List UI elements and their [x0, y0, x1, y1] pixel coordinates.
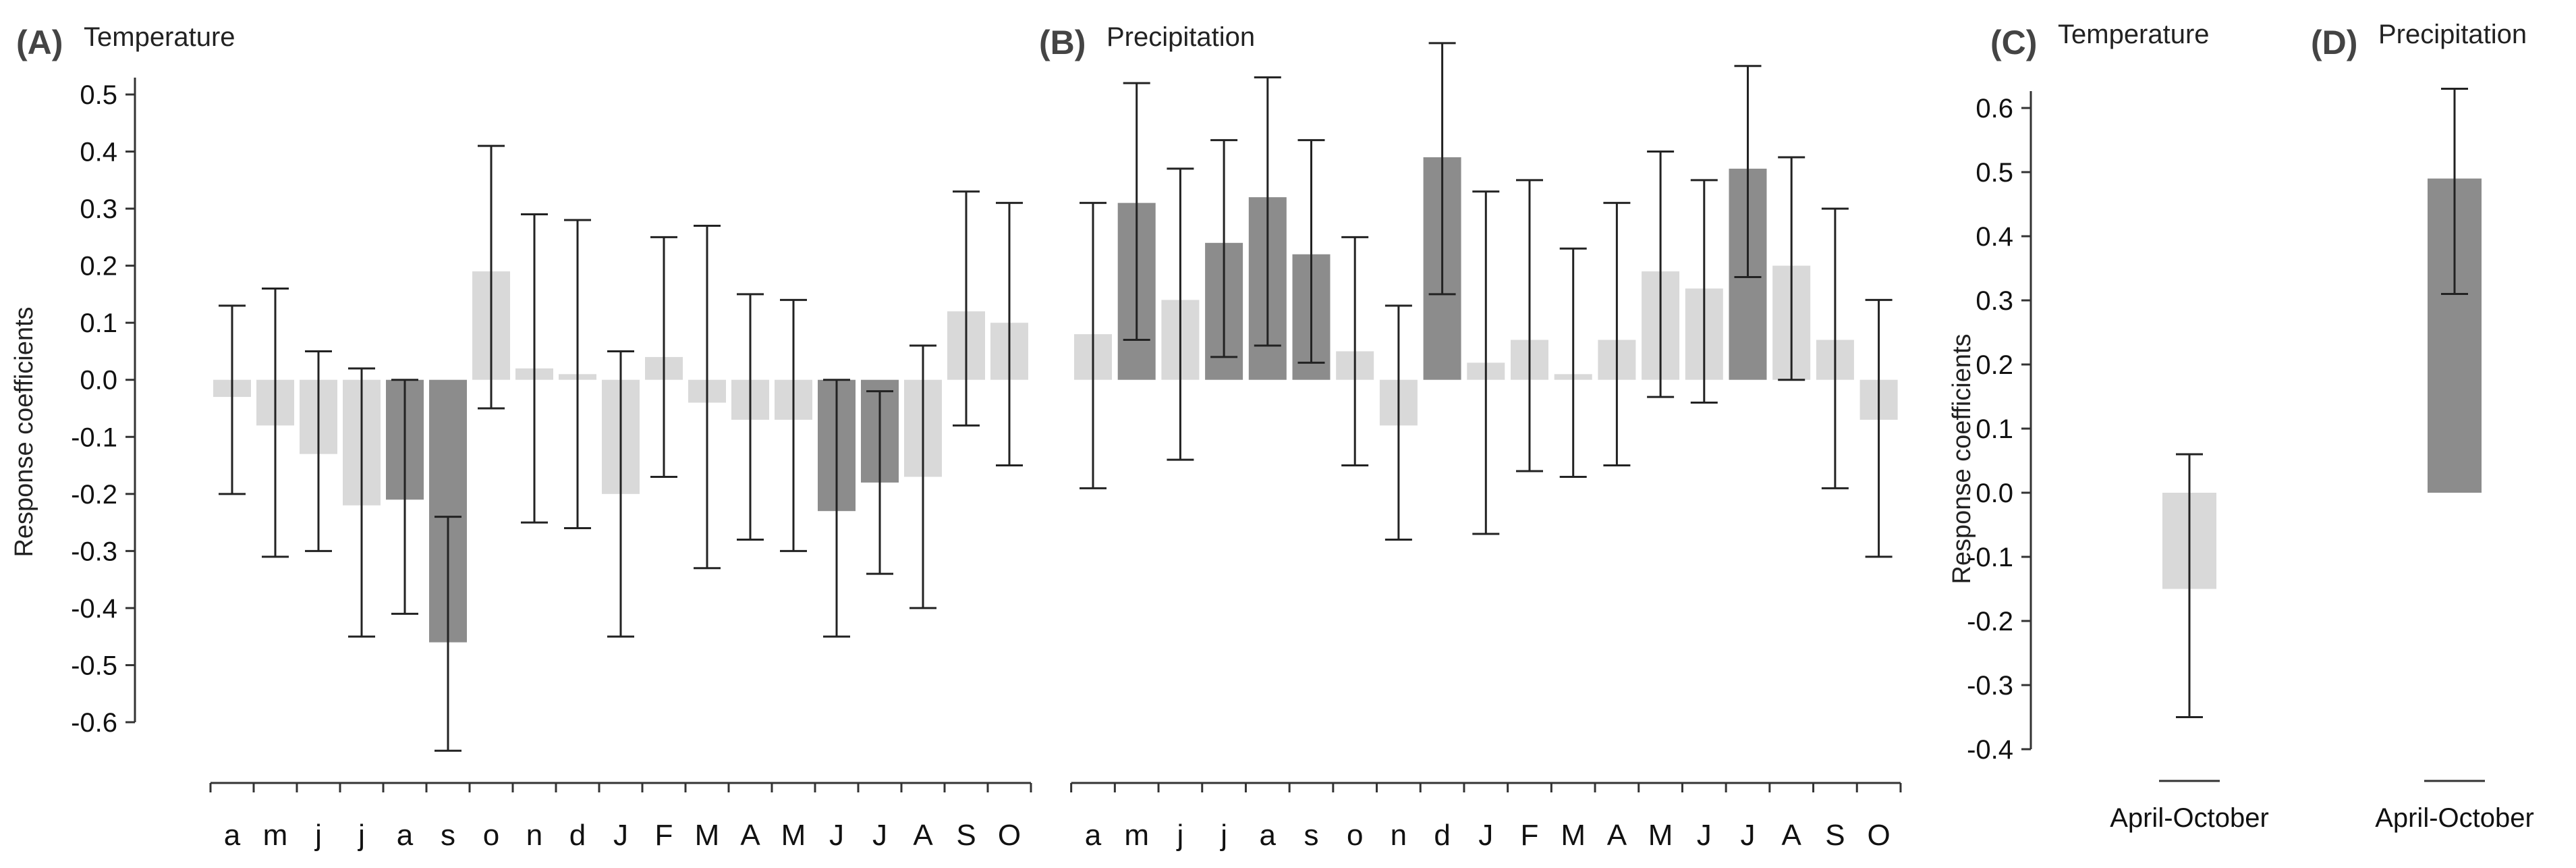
panel-a-title: Temperature [84, 22, 235, 52]
x-tick-label: J [1741, 819, 1756, 852]
x-tick-label: J [872, 819, 887, 852]
x-tick-label: A [1782, 819, 1802, 852]
x-tick-label: n [526, 819, 542, 852]
panel-a: (A) Temperature Response coefficients 0.… [10, 22, 1032, 852]
y-tick-label: -0.6 [71, 708, 117, 738]
x-tick-label: m [1124, 819, 1149, 852]
x-tick-label: j [1219, 819, 1227, 852]
y-tick-label: 0.1 [1976, 414, 2013, 444]
panel-d-title: Precipitation [2378, 20, 2527, 49]
x-tick-label: O [998, 819, 1021, 852]
panel-c-title: Temperature [2058, 20, 2210, 49]
x-tick-label: m [263, 819, 288, 852]
y-tick-label: 0.1 [80, 308, 117, 338]
y-tick-label: 0.2 [1976, 350, 2013, 380]
x-tick-label: J [1478, 819, 1493, 852]
x-tick-label: a [1260, 819, 1277, 852]
y-tick-label: 0.6 [1976, 94, 2013, 124]
panel-b-letter: (B) [1039, 24, 1086, 61]
x-tick-label: J [1697, 819, 1712, 852]
y-tick-label: 0.0 [80, 366, 117, 396]
y-tick-label: 0.4 [1976, 222, 2013, 252]
panel-d-letter: (D) [2311, 24, 2357, 61]
panel-c: (C) Temperature Response coefficients 0.… [1948, 20, 2269, 833]
y-tick-label: 0.2 [80, 252, 117, 281]
panel-d: (D) Precipitation April-October [2311, 20, 2534, 833]
y-tick-label: 0.0 [1976, 479, 2013, 508]
y-tick-label: 0.4 [80, 138, 117, 167]
y-tick-label: 0.5 [1976, 158, 2013, 188]
x-tick-label: April-October [2375, 803, 2534, 833]
x-tick-label: M [781, 819, 806, 852]
x-tick-label: April-October [2110, 803, 2269, 833]
x-tick-label: j [314, 819, 322, 852]
x-tick-label: d [1434, 819, 1450, 852]
y-tick-label: -0.4 [71, 594, 117, 624]
x-tick-label: S [1825, 819, 1845, 852]
x-tick-label: o [483, 819, 499, 852]
x-tick-label: J [613, 819, 628, 852]
panel-a-y-axis-title: Response coefficients [10, 306, 38, 557]
x-tick-label: F [1521, 819, 1539, 852]
x-tick-label: a [1085, 819, 1102, 852]
x-tick-label: a [397, 819, 414, 852]
y-tick-label: -0.2 [1967, 607, 2013, 636]
x-tick-label: M [1561, 819, 1586, 852]
x-tick-label: S [956, 819, 976, 852]
x-tick-label: M [695, 819, 720, 852]
y-tick-label: -0.1 [71, 423, 117, 452]
x-tick-label: A [740, 819, 760, 852]
y-tick-label: -0.3 [71, 537, 117, 566]
x-tick-label: a [224, 819, 241, 852]
y-tick-label: -0.2 [71, 480, 117, 510]
panel-c-letter: (C) [1990, 24, 2037, 61]
y-tick-label: 0.3 [80, 194, 117, 224]
y-tick-label: -0.4 [1967, 735, 2013, 765]
x-tick-label: d [569, 819, 586, 852]
x-tick-label: A [1607, 819, 1627, 852]
y-tick-label: -0.1 [1967, 543, 2013, 572]
y-tick-label: -0.5 [71, 651, 117, 680]
x-tick-label: o [1347, 819, 1363, 852]
y-tick-label: 0.3 [1976, 286, 2013, 316]
x-tick-label: n [1391, 819, 1407, 852]
x-tick-label: j [1176, 819, 1184, 852]
x-tick-label: J [829, 819, 844, 852]
x-tick-label: j [357, 819, 365, 852]
x-tick-label: s [1304, 819, 1319, 852]
x-tick-label: M [1648, 819, 1673, 852]
x-tick-label: A [913, 819, 933, 852]
panel-c-y-axis-title: Response coefficients [1948, 333, 1976, 584]
panel-a-letter: (A) [16, 24, 63, 61]
y-tick-label: 0.5 [80, 80, 117, 110]
y-tick-label: -0.3 [1967, 671, 2013, 701]
panel-b-title: Precipitation [1107, 22, 1255, 52]
x-tick-label: s [441, 819, 455, 852]
x-tick-label: O [1867, 819, 1890, 852]
x-tick-label: F [655, 819, 673, 852]
